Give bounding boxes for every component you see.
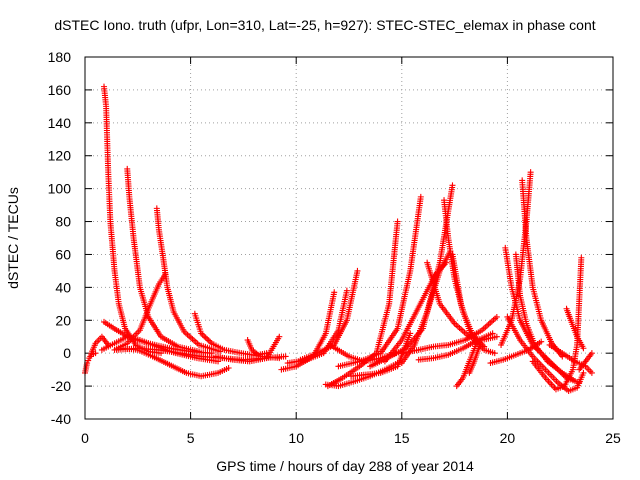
- y-tick-label: 40: [55, 279, 71, 295]
- data-series: [529, 254, 585, 393]
- data-point: [202, 334, 209, 341]
- x-tick-label: 0: [81, 430, 89, 446]
- data-point: [201, 333, 208, 340]
- x-tick-label: 10: [288, 430, 304, 446]
- data-point: [282, 353, 289, 360]
- data-point: [449, 182, 456, 189]
- data-point: [580, 369, 587, 376]
- data-point: [417, 193, 424, 200]
- data-series: [88, 333, 112, 357]
- data-series: [212, 333, 283, 365]
- data-series: [101, 83, 165, 357]
- y-tick-label: 160: [48, 82, 72, 98]
- plot-frame: [84, 56, 614, 420]
- y-tick-label: 20: [55, 312, 71, 328]
- data-point: [443, 259, 450, 266]
- data-series: [398, 313, 500, 357]
- data-series: [546, 341, 595, 376]
- data-series: [466, 341, 483, 376]
- y-tick-label: -40: [51, 411, 71, 427]
- data-series: [324, 218, 401, 390]
- y-tick-label: 180: [48, 49, 72, 65]
- y-tick-label: 60: [55, 246, 71, 262]
- data-point: [588, 350, 595, 357]
- data-point: [588, 369, 595, 376]
- data-point: [343, 287, 350, 294]
- data-series: [82, 350, 99, 376]
- data-series: [381, 259, 450, 365]
- y-axis-label: dSTEC / TECUs: [5, 187, 21, 289]
- x-tick-label: 5: [187, 430, 195, 446]
- data-point: [225, 364, 232, 371]
- data-series: [244, 337, 270, 358]
- data-series: [576, 350, 595, 373]
- data-point: [354, 267, 361, 274]
- data-series: [563, 305, 587, 352]
- data-point: [493, 313, 500, 320]
- y-axis: -40 -20 0 20 40 60 80 100 120 140 160 180: [48, 49, 613, 427]
- x-tick-label: 15: [394, 430, 410, 446]
- data-point: [162, 271, 169, 278]
- data-series: [453, 337, 481, 390]
- data-point: [394, 218, 401, 225]
- data-series: [441, 197, 488, 350]
- plot-area: [82, 83, 595, 395]
- y-tick-label: 120: [48, 148, 72, 164]
- data-point: [407, 330, 414, 337]
- data-point: [204, 336, 211, 343]
- data-point: [538, 338, 545, 345]
- x-tick-label: 20: [500, 430, 516, 446]
- y-tick-label: 80: [55, 214, 71, 230]
- data-point: [476, 341, 483, 348]
- data-series: [153, 205, 224, 355]
- data-point: [331, 289, 338, 296]
- data-point: [205, 337, 212, 344]
- data-point: [276, 355, 283, 362]
- data-series: [512, 251, 578, 385]
- x-axis: 0 5 10 15 20 25: [81, 57, 621, 446]
- data-series: [367, 182, 456, 370]
- data-point: [578, 254, 585, 261]
- data-series: [504, 313, 587, 395]
- data-point: [263, 350, 270, 357]
- data-point: [527, 169, 534, 176]
- y-tick-label: 100: [48, 181, 72, 197]
- data-point: [493, 333, 500, 340]
- x-tick-label: 25: [605, 430, 621, 446]
- data-series: [424, 259, 500, 344]
- data-point: [491, 350, 498, 357]
- x-axis-label: GPS time / hours of day 288 of year 2014: [216, 458, 474, 474]
- grid-lines: [85, 57, 613, 419]
- data-point: [276, 333, 283, 340]
- chart-title: dSTEC Iono. truth (ufpr, Lon=310, Lat=-2…: [54, 17, 595, 33]
- y-tick-label: 0: [63, 345, 71, 361]
- y-tick-label: 140: [48, 115, 72, 131]
- data-point: [580, 345, 587, 352]
- y-tick-label: -20: [51, 378, 71, 394]
